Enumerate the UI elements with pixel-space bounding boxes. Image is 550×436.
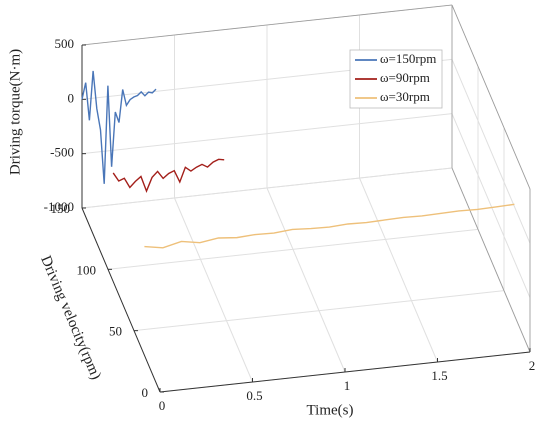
grid-line (451, 113, 531, 298)
data-line (144, 203, 515, 249)
data-line (81, 70, 157, 184)
grid-line (81, 113, 453, 155)
x-tick-label: 0.5 (246, 388, 262, 403)
box-edge (451, 167, 531, 353)
box-edge (451, 4, 531, 190)
axis-line (81, 207, 161, 393)
z-tick-label: -1000 (44, 199, 74, 214)
grid-line (266, 187, 346, 373)
y-tick-label: 100 (77, 262, 97, 277)
y-tick-label: 50 (109, 324, 122, 339)
x-tick-label: 2 (529, 358, 536, 373)
x-tick-label: 1 (344, 378, 351, 393)
grid-line (133, 290, 505, 332)
grid-line (451, 59, 531, 244)
legend-label: ω=30rpm (380, 89, 430, 104)
grid-line (81, 167, 453, 209)
grid-line (174, 197, 253, 383)
grid-line (107, 228, 479, 270)
z-axis-label: Driving torque(N·m) (7, 49, 23, 175)
grid-line (359, 177, 438, 363)
box-edge (81, 4, 453, 46)
x-tick-label: 0 (159, 398, 166, 413)
z-tick-label: 0 (68, 90, 75, 105)
y-tick-label: 0 (142, 385, 149, 400)
data-line (112, 158, 225, 193)
y-tick-label: 150 (51, 201, 71, 216)
legend-label: ω=90rpm (380, 70, 430, 85)
z-tick-label: -500 (50, 145, 74, 160)
x-axis-label: Time(s) (307, 402, 354, 418)
legend-label: ω=150rpm (380, 51, 436, 66)
x-tick-label: 1.5 (431, 368, 447, 383)
z-tick-label: 500 (55, 36, 75, 51)
